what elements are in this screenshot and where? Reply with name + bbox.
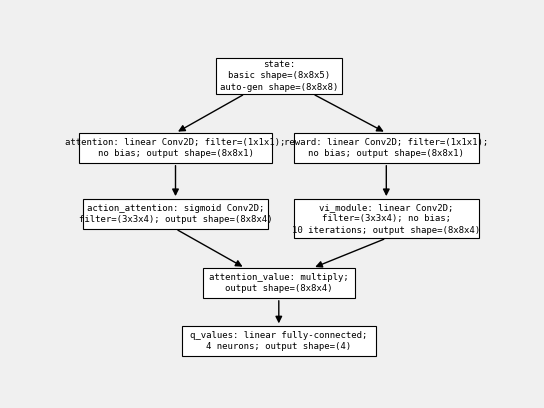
Text: state:
basic shape=(8x8x5)
auto-gen shape=(8x8x8): state: basic shape=(8x8x5) auto-gen shap…: [220, 60, 338, 92]
FancyBboxPatch shape: [78, 133, 273, 163]
Text: attention: linear Conv2D; filter=(1x1x1);
no bias; output shape=(8x8x1): attention: linear Conv2D; filter=(1x1x1)…: [65, 137, 286, 158]
FancyBboxPatch shape: [182, 326, 376, 356]
FancyBboxPatch shape: [294, 199, 479, 238]
FancyBboxPatch shape: [294, 133, 479, 163]
Text: q_values: linear fully-connected;
4 neurons; output shape=(4): q_values: linear fully-connected; 4 neur…: [190, 331, 368, 351]
Text: attention_value: multiply;
output shape=(8x8x4): attention_value: multiply; output shape=…: [209, 273, 349, 293]
FancyBboxPatch shape: [215, 58, 342, 94]
Text: vi_module: linear Conv2D;
filter=(3x3x4); no bias;
10 iterations; output shape=(: vi_module: linear Conv2D; filter=(3x3x4)…: [292, 203, 480, 235]
FancyBboxPatch shape: [203, 268, 355, 298]
FancyBboxPatch shape: [83, 199, 268, 229]
Text: action_attention: sigmoid Conv2D;
filter=(3x3x4); output shape=(8x8x4): action_attention: sigmoid Conv2D; filter…: [79, 204, 272, 224]
Text: reward: linear Conv2D; filter=(1x1x1);
no bias; output shape=(8x8x1): reward: linear Conv2D; filter=(1x1x1); n…: [284, 137, 489, 158]
